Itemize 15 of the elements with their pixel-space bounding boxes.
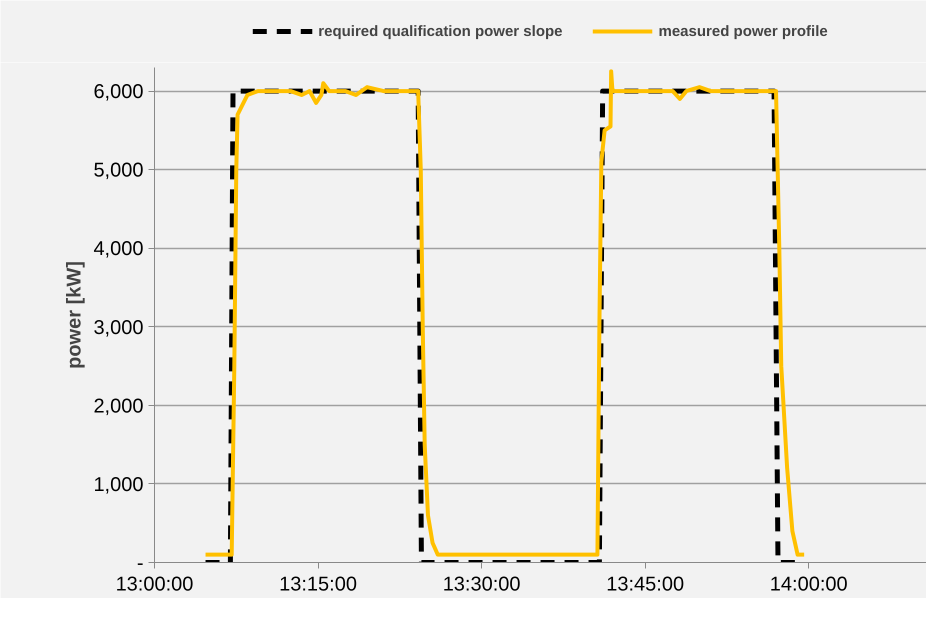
x-tick-label: 13:00:00: [116, 574, 194, 596]
x-tick-label: 14:00:00: [770, 574, 848, 596]
x-tick-label: 13:15:00: [279, 574, 357, 596]
x-tick-label: 13:45:00: [606, 574, 684, 596]
y-tick-label: 6,000: [93, 81, 144, 104]
y-tick-label: 2,000: [93, 395, 144, 418]
y-tick-label: 3,000: [93, 316, 144, 339]
y-tick-label: 5,000: [93, 160, 144, 182]
y-tick-label: 1,000: [93, 474, 144, 496]
legend-label: measured power profile: [658, 22, 828, 41]
y-tick-label: 4,000: [93, 238, 144, 260]
legend-label: required qualification power slope: [318, 22, 562, 41]
y-tick-label: -: [136, 552, 144, 574]
y-axis-title: power [kW]: [63, 261, 86, 369]
x-tick-label: 13:30:00: [442, 574, 521, 596]
